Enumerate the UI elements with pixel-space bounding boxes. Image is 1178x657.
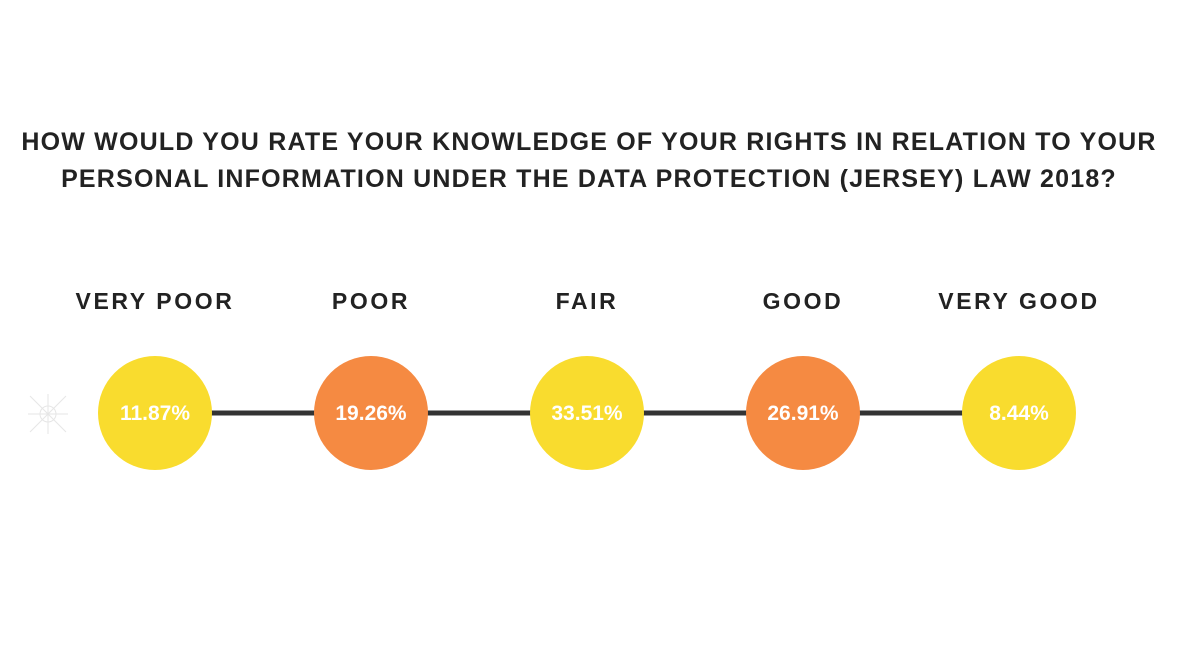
chart-title-line-2: PERSONAL INFORMATION UNDER THE DATA PROT…	[61, 165, 1117, 193]
value-label: 19.26%	[335, 402, 407, 425]
value-circle	[530, 356, 644, 470]
value-circle	[98, 356, 212, 470]
category-label: GOOD	[763, 288, 844, 314]
value-label: 26.91%	[767, 402, 839, 425]
category-label: VERY GOOD	[938, 288, 1099, 314]
value-circle	[962, 356, 1076, 470]
faint-starburst-icon	[28, 394, 68, 434]
rating-nodes: 11.87% 19.26% 33.51% 26.91% 8.44%	[98, 356, 1076, 470]
value-circle	[746, 356, 860, 470]
category-labels: VERY POOR POOR FAIR GOOD VERY GOOD	[76, 288, 1099, 314]
chart-title: HOW WOULD YOU RATE YOUR KNOWLEDGE OF YOU…	[0, 124, 1178, 198]
value-circle	[314, 356, 428, 470]
category-label: FAIR	[556, 288, 619, 314]
value-label: 11.87%	[120, 402, 190, 425]
value-label: 33.51%	[551, 402, 623, 425]
chart-title-line-1: HOW WOULD YOU RATE YOUR KNOWLEDGE OF YOU…	[21, 128, 1157, 156]
value-label: 8.44%	[989, 402, 1049, 425]
category-label: POOR	[332, 288, 410, 314]
category-label: VERY POOR	[76, 288, 235, 314]
